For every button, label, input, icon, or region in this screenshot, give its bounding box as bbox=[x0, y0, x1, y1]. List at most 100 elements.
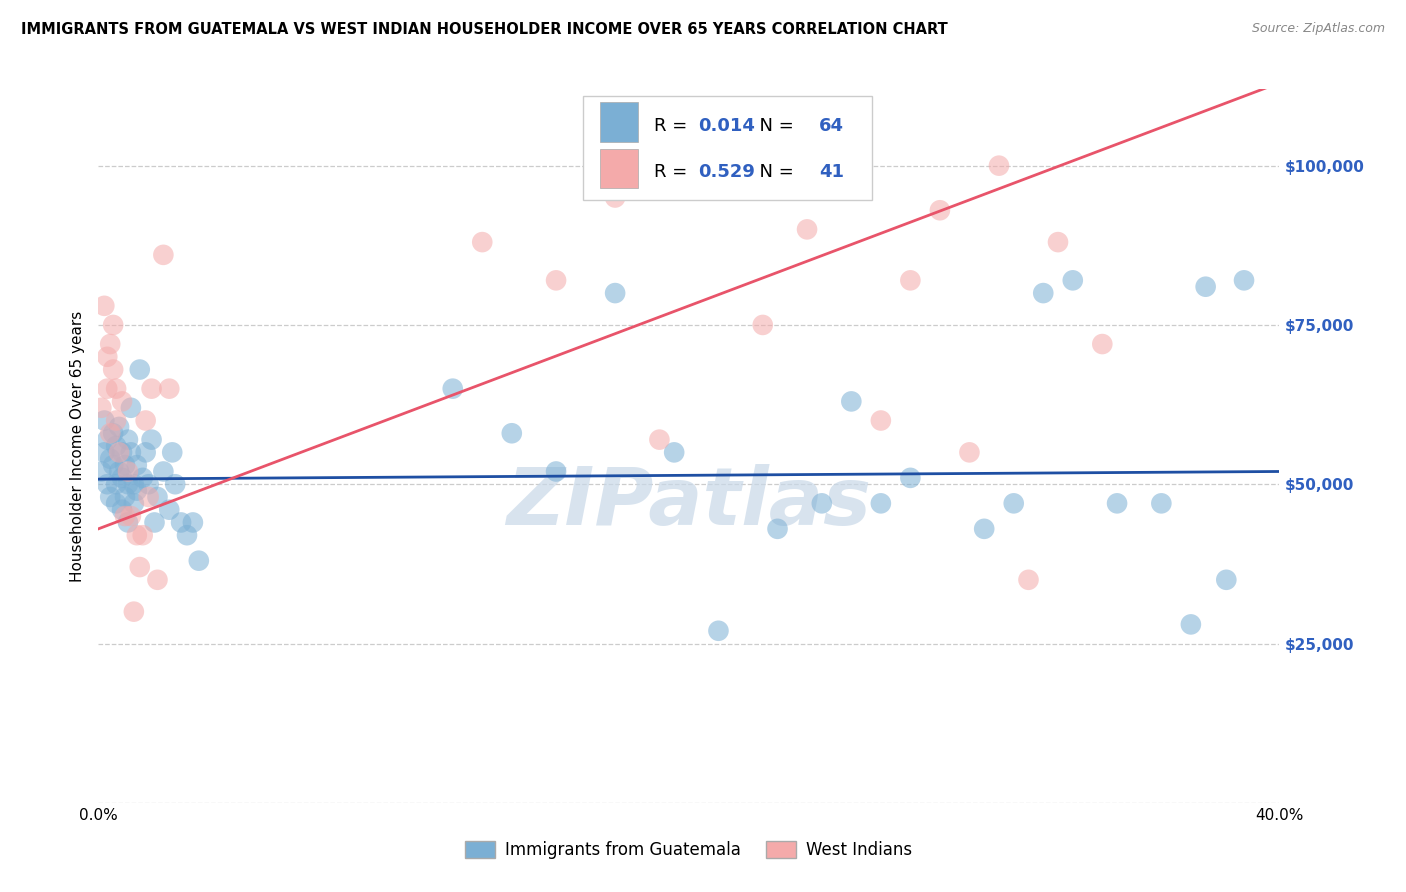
Point bbox=[988, 159, 1011, 173]
Point bbox=[162, 445, 183, 459]
Text: 0.529: 0.529 bbox=[699, 163, 755, 181]
Text: R =: R = bbox=[654, 117, 693, 135]
Point bbox=[105, 382, 128, 396]
Point bbox=[841, 127, 863, 141]
FancyBboxPatch shape bbox=[582, 96, 872, 200]
Point bbox=[105, 496, 128, 510]
Point bbox=[117, 516, 139, 530]
Text: ZIPatlas: ZIPatlas bbox=[506, 464, 872, 542]
Point bbox=[441, 382, 464, 396]
Point bbox=[132, 528, 155, 542]
Point bbox=[125, 483, 148, 498]
Point bbox=[546, 273, 568, 287]
Point bbox=[120, 401, 142, 415]
Point bbox=[98, 490, 121, 504]
Point bbox=[181, 516, 204, 530]
Point bbox=[870, 496, 893, 510]
Point bbox=[125, 458, 148, 472]
Text: 41: 41 bbox=[818, 163, 844, 181]
Point bbox=[108, 465, 131, 479]
Point bbox=[157, 382, 180, 396]
Point bbox=[810, 496, 832, 510]
Text: R =: R = bbox=[654, 163, 693, 181]
Point bbox=[1062, 273, 1084, 287]
Point bbox=[1233, 273, 1256, 287]
Point bbox=[93, 445, 115, 459]
Point bbox=[1215, 573, 1237, 587]
Point bbox=[152, 248, 174, 262]
Y-axis label: Householder Income Over 65 years: Householder Income Over 65 years bbox=[69, 310, 84, 582]
Text: IMMIGRANTS FROM GUATEMALA VS WEST INDIAN HOUSEHOLDER INCOME OVER 65 YEARS CORREL: IMMIGRANTS FROM GUATEMALA VS WEST INDIAN… bbox=[21, 22, 948, 37]
Point bbox=[1002, 496, 1025, 510]
Point bbox=[117, 465, 139, 479]
Point bbox=[96, 477, 118, 491]
Point bbox=[103, 426, 125, 441]
Point bbox=[1195, 279, 1218, 293]
Point bbox=[141, 382, 163, 396]
Point bbox=[93, 299, 115, 313]
FancyBboxPatch shape bbox=[600, 103, 638, 142]
Point bbox=[114, 509, 136, 524]
Point bbox=[96, 382, 118, 396]
Point bbox=[796, 222, 818, 236]
Point bbox=[1107, 496, 1129, 510]
Point bbox=[96, 433, 118, 447]
Point bbox=[138, 490, 160, 504]
Point bbox=[125, 528, 148, 542]
Point bbox=[170, 516, 193, 530]
Text: 0.014: 0.014 bbox=[699, 117, 755, 135]
Point bbox=[707, 624, 730, 638]
Point bbox=[929, 203, 952, 218]
Point bbox=[122, 496, 145, 510]
Point bbox=[114, 458, 136, 472]
Point bbox=[120, 509, 142, 524]
Point bbox=[122, 605, 145, 619]
Point bbox=[146, 490, 169, 504]
Point bbox=[114, 490, 136, 504]
Point bbox=[900, 471, 922, 485]
Point bbox=[165, 477, 187, 491]
Point bbox=[103, 362, 125, 376]
Point bbox=[841, 394, 863, 409]
Point bbox=[132, 471, 155, 485]
Point bbox=[1180, 617, 1202, 632]
Point bbox=[146, 573, 169, 587]
Point bbox=[120, 445, 142, 459]
Point bbox=[1032, 286, 1054, 301]
Point bbox=[128, 362, 150, 376]
Point bbox=[152, 465, 174, 479]
Point bbox=[111, 471, 134, 485]
Point bbox=[138, 477, 160, 491]
Point bbox=[111, 502, 134, 516]
Point bbox=[108, 445, 131, 459]
Point bbox=[96, 350, 118, 364]
Point bbox=[141, 433, 163, 447]
Point bbox=[471, 235, 494, 249]
Point bbox=[501, 426, 523, 441]
Point bbox=[752, 318, 775, 332]
Point bbox=[105, 477, 128, 491]
Point bbox=[1018, 573, 1040, 587]
Point bbox=[1150, 496, 1173, 510]
Point bbox=[122, 477, 145, 491]
Point bbox=[143, 516, 166, 530]
Point bbox=[135, 413, 157, 427]
Point bbox=[176, 528, 198, 542]
Point bbox=[973, 522, 995, 536]
Point bbox=[546, 465, 568, 479]
Point bbox=[111, 445, 134, 459]
Point bbox=[1091, 337, 1114, 351]
Point bbox=[103, 318, 125, 332]
Text: N =: N = bbox=[748, 117, 800, 135]
Point bbox=[707, 178, 730, 192]
Point bbox=[98, 426, 121, 441]
Point bbox=[1046, 235, 1070, 249]
Point bbox=[111, 394, 134, 409]
Text: N =: N = bbox=[748, 163, 800, 181]
Point bbox=[98, 337, 121, 351]
Point bbox=[103, 458, 125, 472]
Point bbox=[605, 286, 627, 301]
Point bbox=[117, 433, 139, 447]
Point bbox=[900, 273, 922, 287]
Point bbox=[128, 560, 150, 574]
